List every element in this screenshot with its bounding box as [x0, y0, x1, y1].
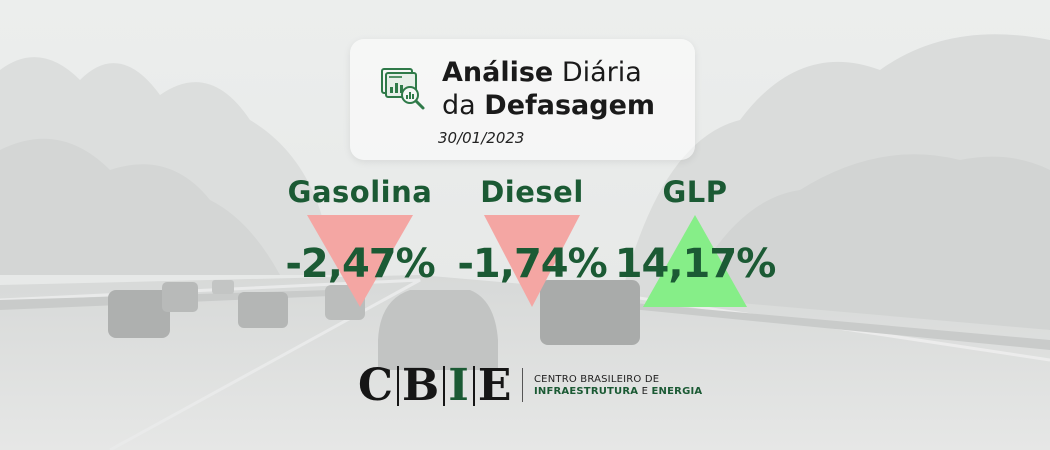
- title-word-analise: Análise: [442, 57, 554, 88]
- logo-letter-b: B: [402, 360, 441, 411]
- down-arrow-icon: [307, 215, 413, 307]
- title-word-defasagem: Defasagem: [484, 90, 656, 121]
- fuel-card-glp: GLP 14,17%: [610, 175, 780, 315]
- fuel-card-gasolina: Gasolina -2,47%: [275, 175, 445, 315]
- header-card: Análise Diária da Defasagem 30/01/2023: [350, 39, 695, 160]
- up-arrow-icon: [643, 215, 747, 307]
- fuel-name: Diesel: [480, 175, 584, 209]
- fuel-value: 14,17%: [614, 241, 777, 287]
- logo-divider: [522, 368, 523, 402]
- title-word-da: da: [442, 90, 476, 121]
- logo-word-infraestrutura: INFRAESTRUTURA: [534, 386, 639, 397]
- logo-tagline: CENTRO BRASILEIRO DE INFRAESTRUTURA E EN…: [534, 374, 724, 398]
- down-arrow-icon: [484, 215, 580, 307]
- title-word-diaria: Diária: [561, 57, 642, 88]
- page-title: Análise Diária da Defasagem: [442, 56, 687, 122]
- logo-tagline-line-1: CENTRO BRASILEIRO DE: [534, 374, 660, 385]
- logo-letter-e: E: [477, 360, 513, 411]
- report-date: 30/01/2023: [438, 129, 525, 147]
- logo-letter-i: I: [448, 360, 470, 411]
- fuel-name: GLP: [662, 175, 728, 209]
- fuel-name: Gasolina: [287, 175, 433, 209]
- fuel-value: -2,47%: [285, 241, 435, 287]
- fuel-card-diesel: Diesel -1,74%: [447, 175, 617, 315]
- logo-letter-c: C: [358, 360, 395, 411]
- fuel-value: -1,74%: [457, 241, 607, 287]
- logo-tagline-line-2: INFRAESTRUTURA E ENERGIA: [534, 386, 724, 398]
- logo-word-e: E: [641, 386, 649, 397]
- logo-word-energia: ENERGIA: [651, 386, 703, 397]
- report-analytics-icon: [381, 68, 425, 110]
